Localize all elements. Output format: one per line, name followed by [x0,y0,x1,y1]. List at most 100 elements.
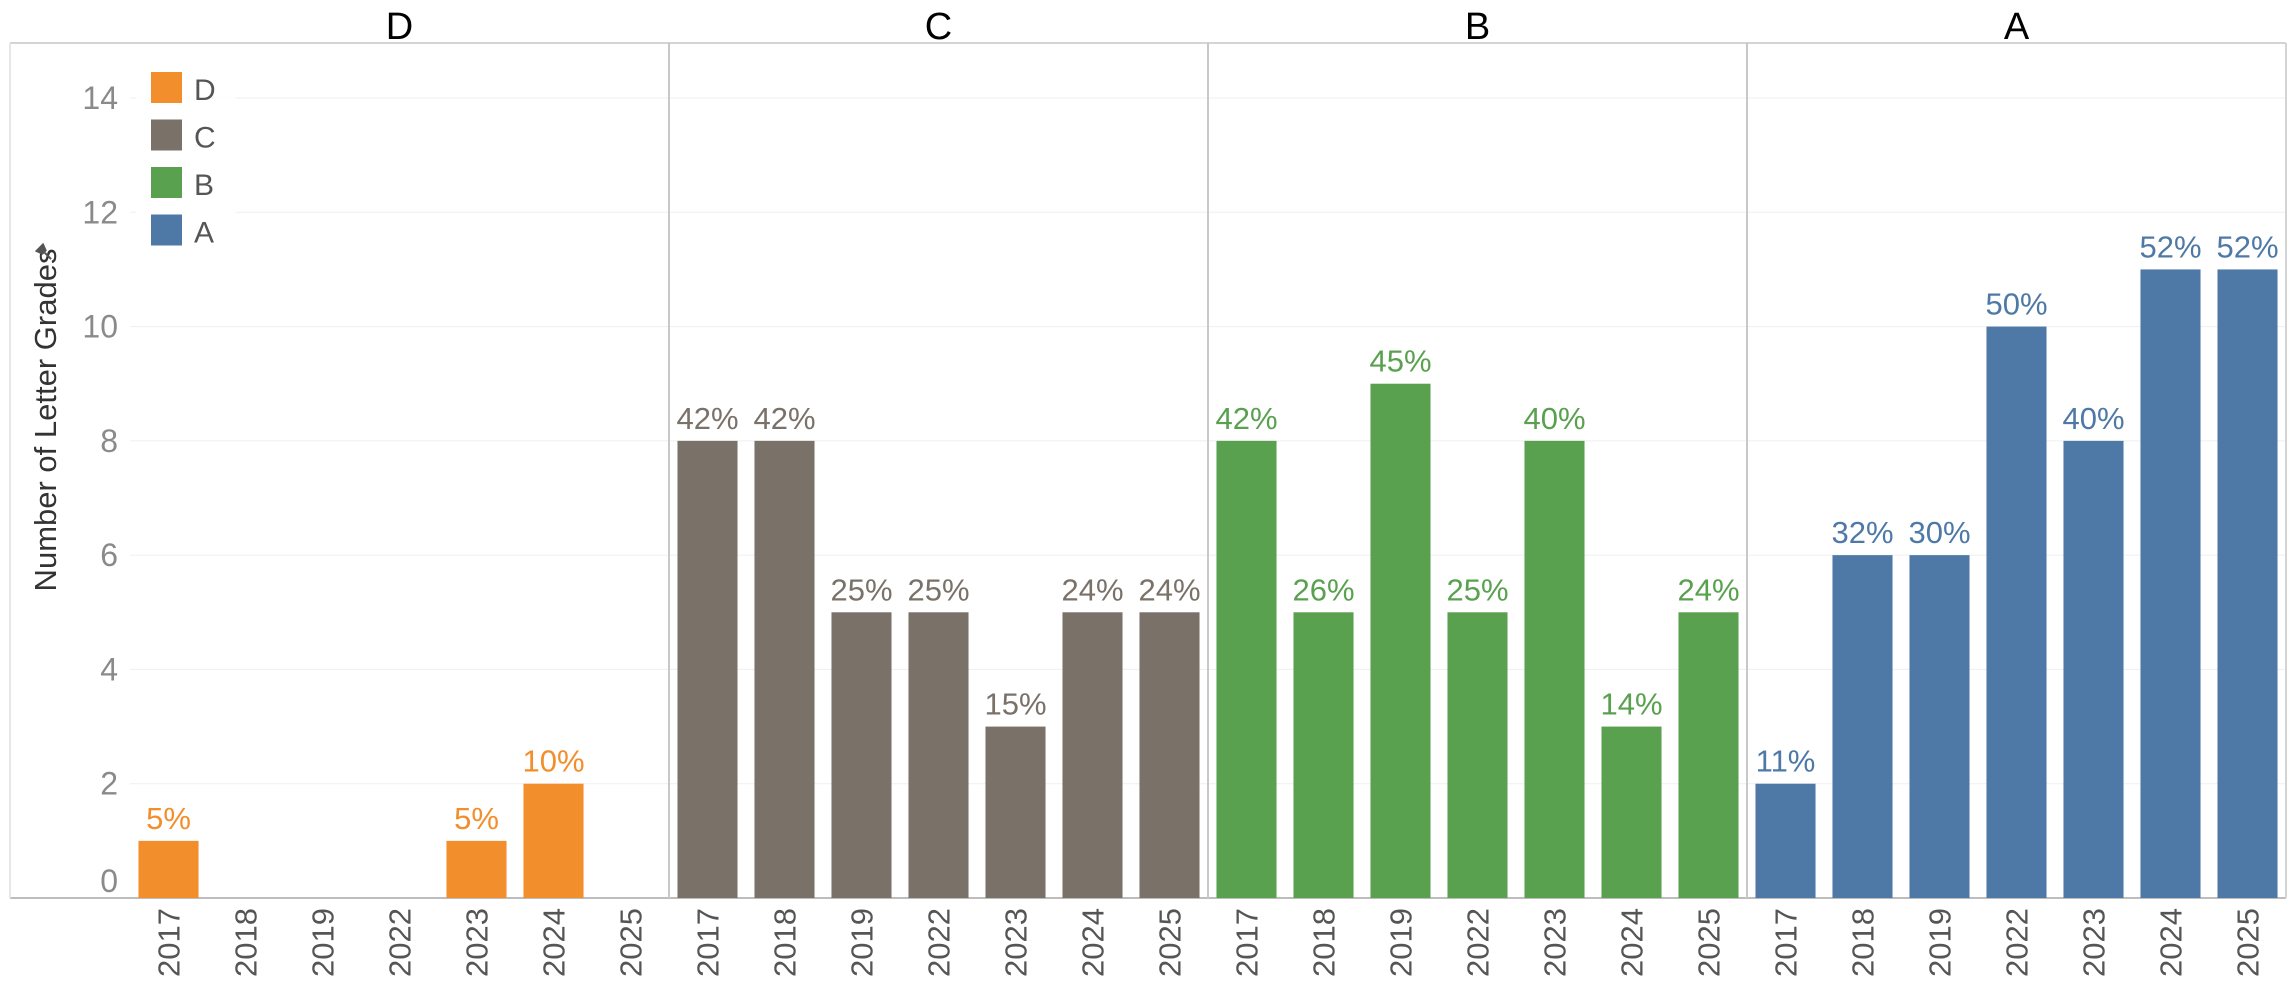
bar-C-2019[interactable] [831,612,891,898]
bar-A-2019[interactable] [1909,555,1969,898]
x-tick-label: 2025 [2231,908,2266,977]
data-label: 25% [830,572,892,607]
bar-D-2017[interactable] [138,841,198,898]
data-label: 32% [1831,515,1893,550]
data-label: 50% [1985,287,2047,322]
x-tick-label: 2018 [229,908,264,977]
x-tick-label: 2019 [1923,908,1958,977]
y-tick-label: 12 [82,194,118,230]
data-label: 42% [676,401,738,436]
bar-C-2017[interactable] [677,441,737,898]
bar-B-2018[interactable] [1293,612,1353,898]
x-tick-label: 2018 [1846,908,1881,977]
data-label: 5% [454,801,499,836]
data-label: 24% [1138,572,1200,607]
data-label: 24% [1677,572,1739,607]
data-label: 15% [984,687,1046,722]
data-label: 25% [1446,572,1508,607]
legend-swatch-A[interactable] [151,215,182,246]
bar-B-2017[interactable] [1216,441,1276,898]
bar-C-2025[interactable] [1139,612,1199,898]
data-label: 10% [522,744,584,779]
bar-B-2022[interactable] [1447,612,1507,898]
bar-C-2018[interactable] [754,441,814,898]
y-tick-label: 2 [100,766,118,802]
panel-title-C: C [925,6,952,48]
x-tick-label: 2019 [845,908,880,977]
x-tick-label: 2023 [2077,908,2112,977]
bar-D-2024[interactable] [523,784,583,898]
y-axis: 0 2 4 6 8 10 12 14 [82,80,118,899]
x-tick-label: 2017 [152,908,187,977]
x-tick-label: 2022 [2000,908,2035,977]
x-tick-label: 2024 [1615,908,1650,977]
x-tick-label: 2018 [768,908,803,977]
y-tick-label: 14 [82,80,118,116]
data-label: 5% [146,801,191,836]
legend-swatch-D[interactable] [151,72,182,103]
bar-B-2024[interactable] [1601,727,1661,898]
x-tick-label: 2023 [460,908,495,977]
bar-B-2019[interactable] [1370,384,1430,898]
legend-label-B[interactable]: B [194,169,214,202]
bar-A-2024[interactable] [2140,269,2200,898]
data-label: 40% [1523,401,1585,436]
y-tick-label: 4 [100,651,118,687]
y-tick-label: 8 [100,423,118,459]
y-tick-label: 10 [82,309,118,345]
legend-swatch-B[interactable] [151,167,182,198]
legend-label-C[interactable]: C [194,122,216,155]
data-label: 30% [1908,515,1970,550]
x-tick-label: 2019 [1384,908,1419,977]
x-tick-label: 2024 [1076,908,1111,977]
x-tick-label: 2017 [1230,908,1265,977]
bar-A-2017[interactable] [1755,784,1815,898]
data-label: 11% [1756,744,1816,779]
y-axis-title: Number of Letter Grades [28,249,63,592]
bar-B-2023[interactable] [1524,441,1584,898]
y-tick-label: 0 [100,863,118,899]
x-tick-label: 2023 [1538,908,1573,977]
data-label: 52% [2139,229,2201,264]
x-tick-label: 2023 [999,908,1034,977]
x-tick-label: 2025 [614,908,649,977]
bar-C-2024[interactable] [1062,612,1122,898]
x-tick-label: 2022 [922,908,957,977]
y-tick-label: 6 [100,537,118,573]
x-tick-label: 2024 [2154,908,2189,977]
data-label: 42% [1215,401,1277,436]
legend-label-D[interactable]: D [194,74,216,107]
x-tick-label: 2018 [1307,908,1342,977]
bar-A-2025[interactable] [2217,269,2277,898]
bar-C-2022[interactable] [908,612,968,898]
bar-D-2023[interactable] [446,841,506,898]
x-axis: 2017 2018 2019 2022 2023 2024 2025 2017 2018 2019… [152,908,2266,977]
bar-C-2023[interactable] [985,727,1045,898]
x-tick-label: 2017 [691,908,726,977]
bar-A-2022[interactable] [1986,327,2046,898]
x-tick-label: 2019 [306,908,341,977]
data-label: 42% [753,401,815,436]
x-tick-label: 2017 [1769,908,1804,977]
x-tick-label: 2024 [537,908,572,977]
panel-title-B: B [1465,6,1490,48]
data-label: 14% [1600,687,1662,722]
bar-A-2018[interactable] [1832,555,1892,898]
legend-swatch-C[interactable] [151,120,182,151]
data-label: 25% [907,572,969,607]
legend-label-A[interactable]: A [194,217,214,250]
x-tick-label: 2022 [383,908,418,977]
bar-B-2025[interactable] [1678,612,1738,898]
data-label: 26% [1292,572,1354,607]
data-label: 40% [2062,401,2124,436]
data-label: 24% [1061,572,1123,607]
panel-title-D: D [386,6,413,48]
x-tick-label: 2022 [1461,908,1496,977]
panel-title-A: A [2004,6,2030,48]
bar-A-2023[interactable] [2063,441,2123,898]
x-tick-label: 2025 [1692,908,1727,977]
data-label: 45% [1369,344,1431,379]
